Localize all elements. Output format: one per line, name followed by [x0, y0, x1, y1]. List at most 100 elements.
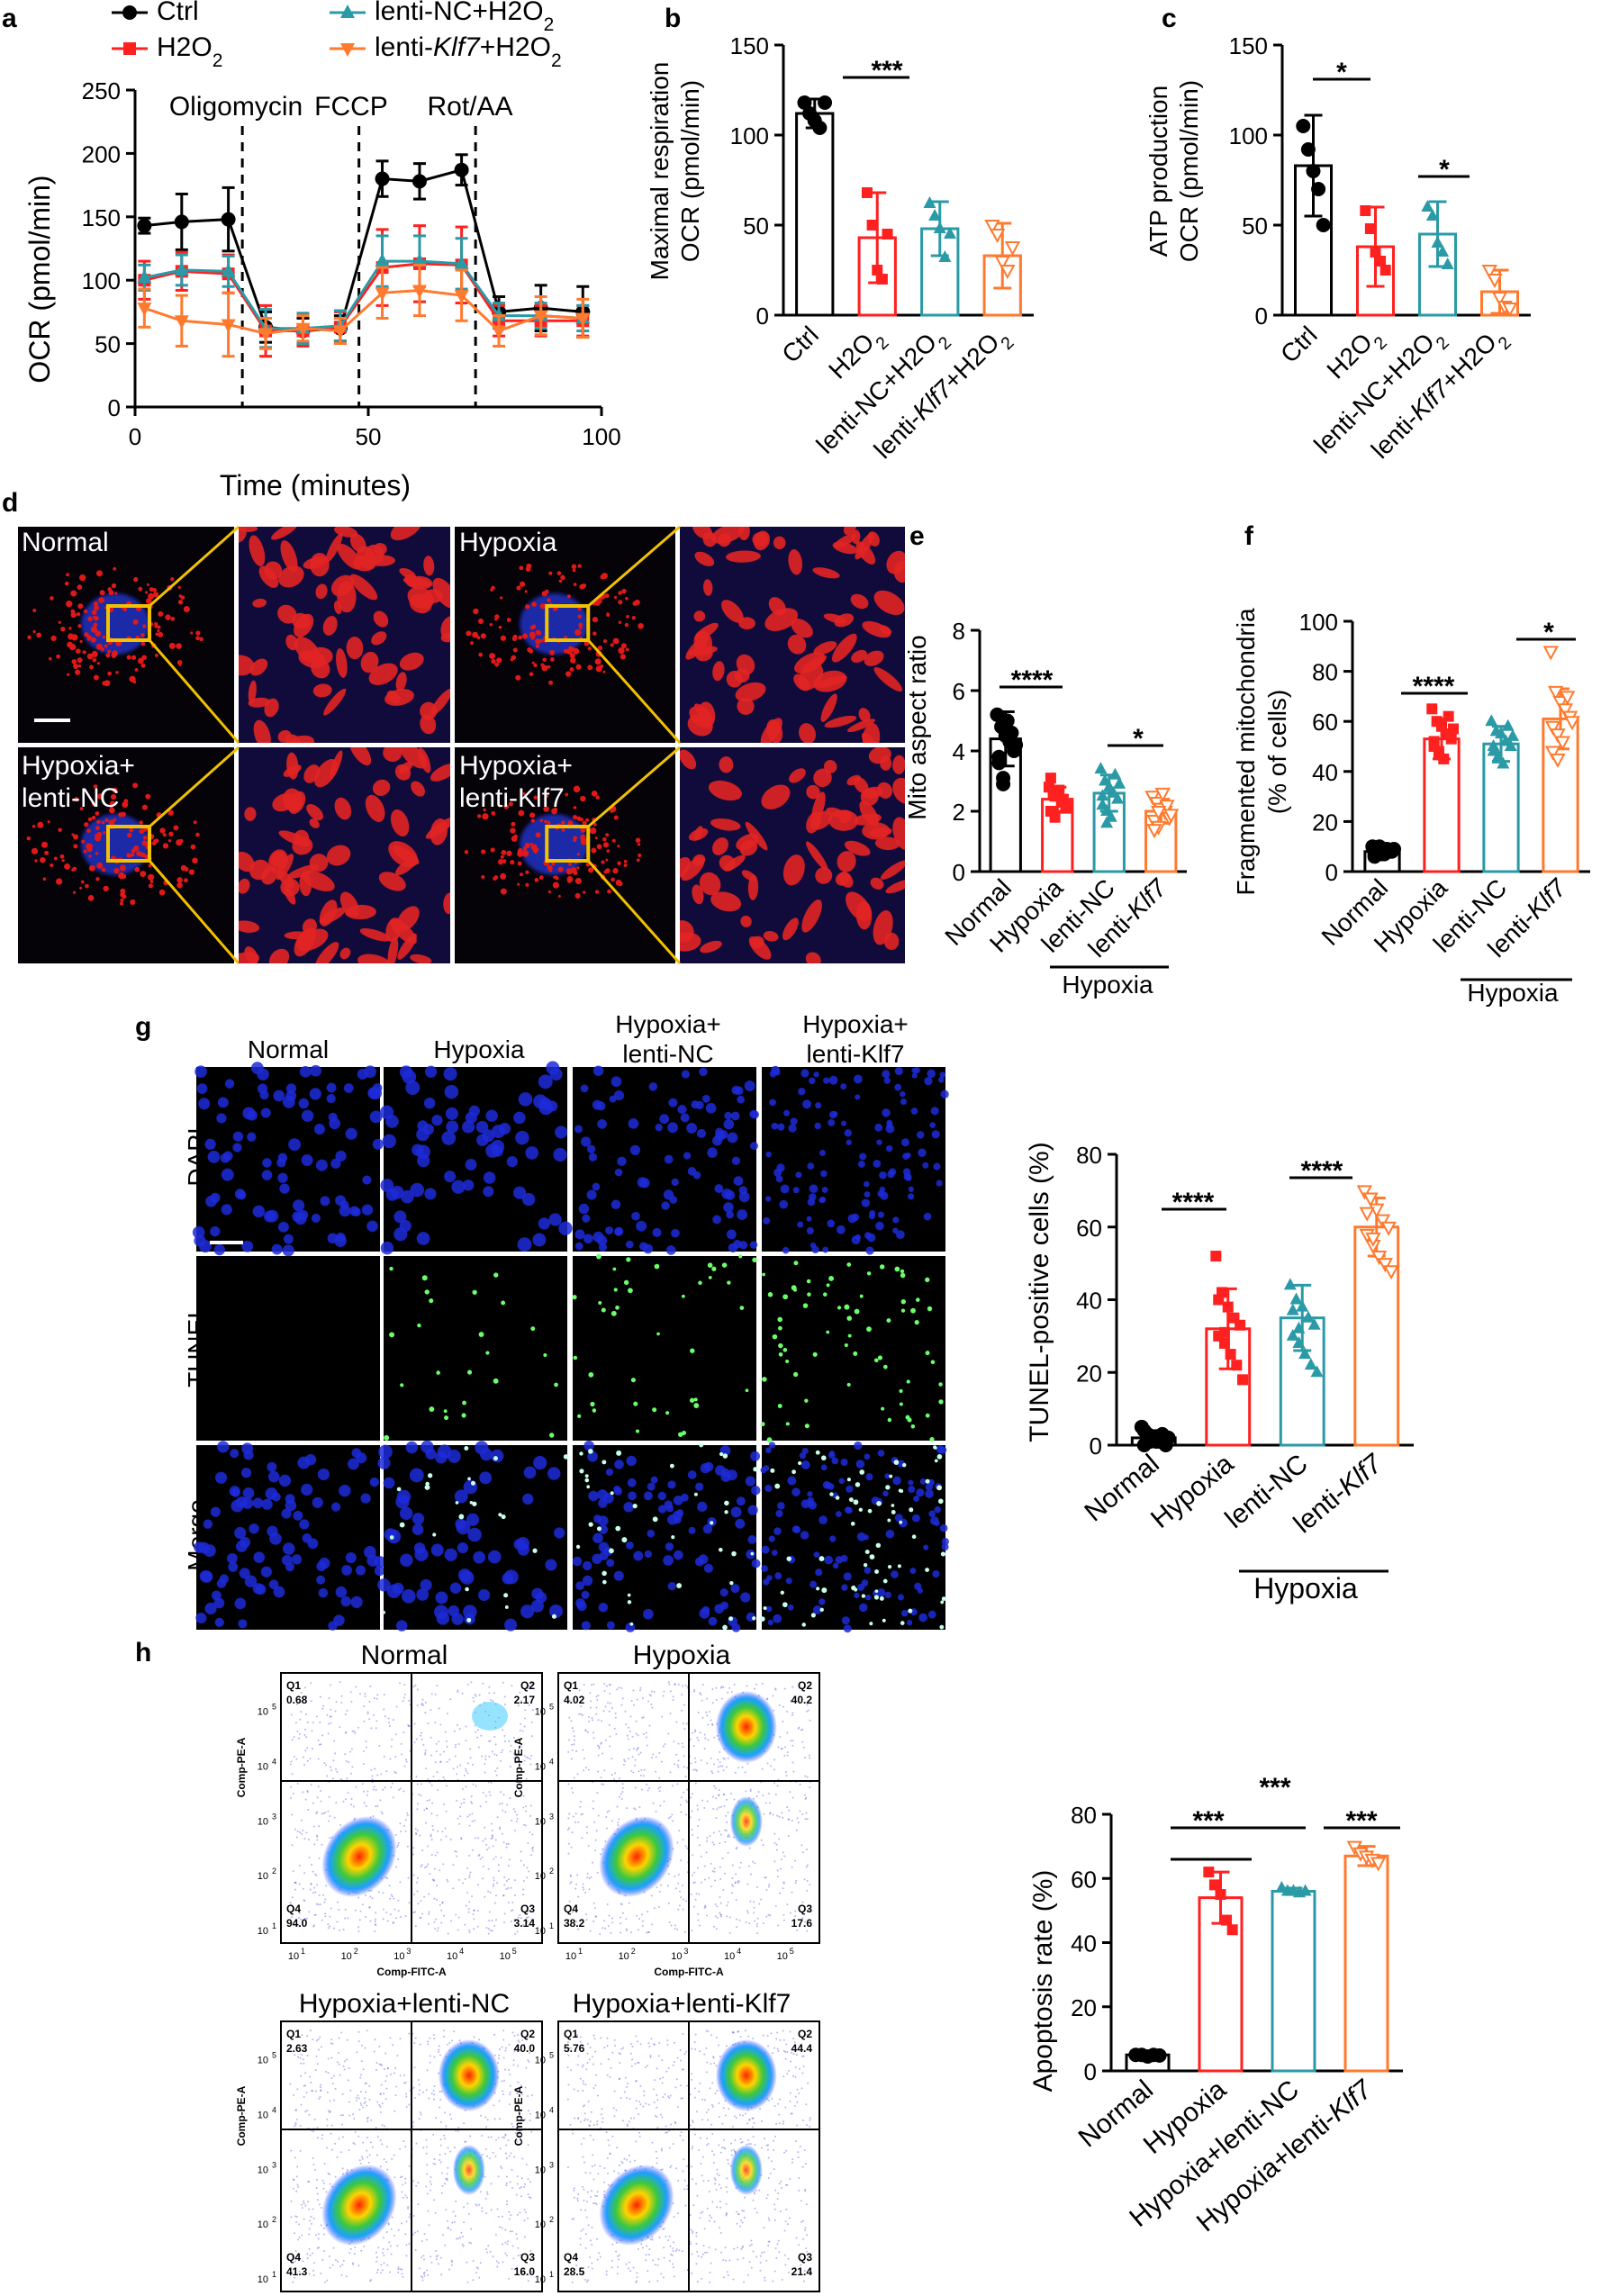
event-dot — [779, 1735, 782, 1738]
image-tile — [762, 1445, 945, 1630]
nucleus-dot — [597, 1515, 609, 1526]
tunel-dot — [462, 1400, 466, 1406]
event-dot — [516, 2093, 519, 2095]
event-dot — [466, 1815, 469, 1818]
event-dot — [719, 1842, 721, 1845]
mitochondria — [602, 670, 606, 673]
mitochondria — [148, 873, 155, 881]
tunel-dot — [396, 1487, 402, 1492]
event-dot — [715, 1817, 718, 1820]
event-dot — [294, 1881, 297, 1884]
event-dot — [788, 1809, 791, 1812]
event-dot — [312, 2130, 314, 2133]
event-dot — [806, 1710, 809, 1713]
event-dot — [703, 1733, 706, 1736]
tunel-dot — [699, 1442, 704, 1448]
event-dot — [299, 1718, 302, 1721]
tunel-dot — [902, 1462, 907, 1468]
event-dot — [809, 1905, 811, 1908]
nucleus-dot — [396, 1620, 408, 1632]
event-dot — [375, 2154, 378, 2156]
event-dot — [522, 1879, 525, 1882]
nucleus-dot — [661, 1201, 670, 1210]
event-dot — [686, 1847, 689, 1849]
event-dot — [499, 2226, 502, 2228]
population-late-apoptotic — [715, 1691, 777, 1763]
event-dot — [427, 1922, 430, 1925]
y-axis-label-line2: OCR (pmol/min) — [676, 80, 704, 262]
event-dot — [497, 2175, 500, 2178]
event-dot — [439, 1753, 442, 1756]
event-dot — [504, 2134, 507, 2137]
mitochondria — [525, 870, 529, 874]
event-dot — [292, 2187, 294, 2190]
nucleus-dot — [896, 1230, 905, 1240]
event-dot — [710, 1885, 712, 1888]
event-dot — [296, 1782, 299, 1785]
event-dot — [650, 1690, 653, 1693]
mitochondria — [42, 877, 47, 881]
event-dot — [525, 2066, 528, 2069]
event-dot — [732, 1885, 735, 1887]
event-dot — [807, 1685, 810, 1687]
data-point — [295, 322, 311, 337]
event-dot — [429, 2061, 431, 2064]
nucleus-dot — [582, 1214, 591, 1223]
event-dot — [294, 2054, 296, 2056]
event-dot — [512, 2059, 515, 2062]
event-dot — [444, 2111, 447, 2114]
event-dot — [461, 2243, 464, 2246]
event-dot — [801, 1901, 804, 1903]
nucleus-dot — [609, 1095, 617, 1103]
event-dot — [590, 1706, 592, 1709]
event-dot — [330, 2042, 332, 2045]
event-dot — [499, 1828, 502, 1830]
label-hypoxia-nc-2: lenti-NC — [22, 783, 119, 813]
mitochondrion — [855, 541, 876, 565]
tunel-dot — [693, 1403, 700, 1408]
event-dot — [621, 1786, 624, 1789]
event-dot — [510, 2214, 512, 2217]
tunel-dot — [630, 1378, 636, 1383]
event-dot — [361, 1783, 364, 1785]
event-dot — [746, 1685, 748, 1687]
event-dot — [418, 2093, 421, 2096]
event-dot — [356, 2099, 358, 2102]
mitochondria — [34, 859, 38, 863]
event-dot — [502, 2029, 505, 2032]
mitochondria — [59, 854, 65, 859]
event-dot — [683, 1755, 685, 1758]
mitochondria — [618, 646, 625, 655]
data-point — [412, 174, 427, 189]
event-dot — [727, 1835, 729, 1838]
event-dot — [495, 1919, 498, 1921]
mitochondria — [139, 820, 143, 825]
mitochondria — [50, 863, 54, 868]
mitochondria — [624, 622, 629, 628]
nucleus-dot — [417, 1153, 430, 1168]
tunel-dot — [632, 1504, 638, 1509]
event-dot — [466, 2281, 469, 2283]
mitochondria — [501, 849, 507, 855]
event-dot — [298, 1912, 301, 1915]
tunel-dot — [770, 1468, 775, 1473]
mitochondria — [98, 597, 105, 603]
nucleus-dot — [735, 1518, 746, 1529]
event-dot — [516, 2175, 519, 2178]
tunel-dot — [498, 1513, 502, 1517]
event-dot — [722, 1888, 725, 1891]
mitochondria — [88, 864, 95, 872]
y-decade-exp: 4 — [272, 1757, 276, 1766]
event-dot — [376, 1694, 379, 1696]
event-dot — [527, 1757, 529, 1759]
event-dot — [684, 1845, 687, 1848]
event-dot — [345, 1731, 348, 1734]
event-dot — [513, 1830, 516, 1832]
event-dot — [723, 1793, 726, 1795]
tunel-dot — [693, 1397, 698, 1402]
mitochondria — [179, 838, 184, 844]
event-dot — [291, 1915, 294, 1918]
event-dot — [620, 1793, 622, 1795]
event-dot — [339, 2074, 341, 2076]
event-dot — [734, 1771, 737, 1774]
